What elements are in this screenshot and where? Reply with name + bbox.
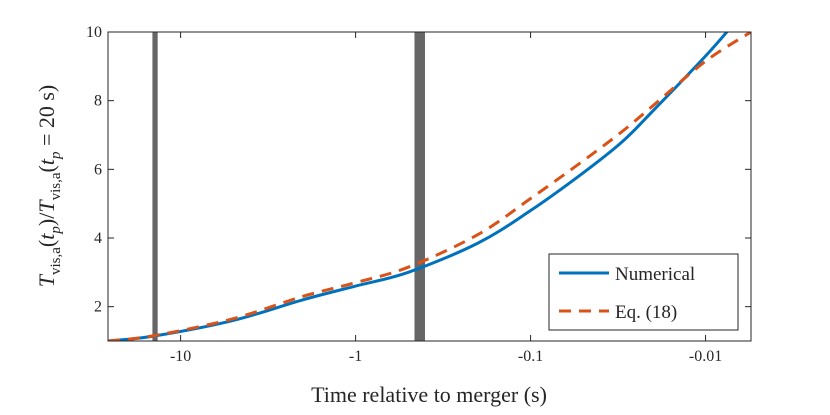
axis-ticks: -10 -1 -0.1 -0.01 2 4 6 8 10 xyxy=(86,24,751,365)
vertical-marker-0 xyxy=(152,32,158,341)
y-tick-label: 8 xyxy=(94,93,102,110)
y-tick-label: 6 xyxy=(94,161,102,178)
x-tick-label: -1 xyxy=(349,348,362,365)
legend-box xyxy=(548,253,739,331)
vertical-markers xyxy=(152,32,425,341)
y-tick-label: 2 xyxy=(94,299,102,316)
series-lines xyxy=(108,32,751,341)
legend: Numerical Eq. (18) xyxy=(548,253,739,331)
series-line-eq18 xyxy=(108,32,751,341)
x-axis-label: Time relative to merger (s) xyxy=(311,382,547,407)
legend-label-eq18: Eq. (18) xyxy=(615,302,677,323)
series-line-numerical xyxy=(108,32,729,341)
x-tick-label: -0.01 xyxy=(689,348,722,365)
x-tick-label: -0.1 xyxy=(518,348,543,365)
y-tick-label: 4 xyxy=(94,230,102,247)
x-tick-label: -10 xyxy=(170,348,191,365)
legend-label-numerical: Numerical xyxy=(615,264,695,285)
y-tick-label: 10 xyxy=(86,24,102,41)
y-axis-label: Tvis,a(tp)/Tvis,a(tp = 20 s) xyxy=(34,85,64,288)
vertical-marker-1 xyxy=(414,32,425,341)
plot-frame xyxy=(107,31,752,342)
